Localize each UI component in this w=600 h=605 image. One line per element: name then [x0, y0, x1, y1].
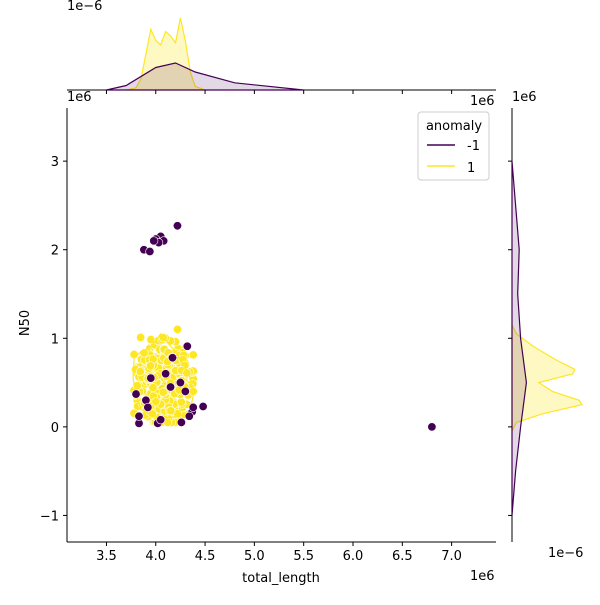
point-normal	[166, 406, 176, 416]
x-axis-offset-text: 1e6	[470, 569, 495, 584]
point-normal	[135, 367, 145, 377]
y-tick-label: 0	[51, 421, 59, 436]
y-axis-label: N50	[18, 310, 33, 336]
point-anomaly	[172, 221, 182, 231]
point-anomaly	[188, 402, 198, 412]
right-marginal-offset-text: 1e6	[512, 90, 537, 105]
point-anomaly	[166, 382, 176, 392]
point-anomaly	[149, 236, 159, 246]
point-anomaly	[180, 386, 190, 396]
point-anomaly	[145, 246, 155, 256]
x-tick-label: 3.5	[96, 549, 117, 564]
point-normal	[176, 397, 186, 407]
top-marginal-x-offset-text: 1e6	[470, 94, 495, 109]
point-normal	[173, 324, 183, 334]
x-tick-label: 6.0	[343, 549, 364, 564]
legend-label-minus1: -1	[467, 139, 480, 154]
top-density-anomaly	[106, 62, 304, 91]
point-anomaly	[168, 353, 178, 363]
x-tick-label: 7.0	[441, 549, 462, 564]
y-axis-offset-text: 1e6	[67, 90, 92, 105]
point-anomaly	[175, 378, 185, 388]
scatter-plot-area	[129, 221, 437, 432]
legend: anomaly -1 1	[417, 111, 490, 181]
point-anomaly	[134, 411, 144, 421]
x-tick-label: 4.5	[195, 549, 216, 564]
point-anomaly	[427, 422, 437, 432]
point-anomaly	[184, 411, 194, 421]
point-normal	[188, 350, 198, 360]
right-density-anomaly	[511, 161, 528, 516]
point-anomaly	[156, 415, 166, 425]
x-tick-label: 4.0	[145, 549, 166, 564]
point-normal	[158, 387, 168, 397]
point-anomaly	[176, 417, 186, 427]
legend-title: anomaly	[426, 119, 482, 134]
point-normal	[136, 332, 146, 342]
point-normal	[151, 397, 161, 407]
x-axis-label: total_length	[242, 571, 320, 586]
right-marginal-x-offset-text: 1e−6	[548, 546, 583, 561]
point-anomaly	[131, 389, 141, 399]
point-normal	[182, 368, 192, 378]
point-anomaly	[143, 402, 153, 412]
point-anomaly	[161, 369, 171, 379]
point-normal	[148, 383, 158, 393]
x-tick-label: 5.5	[293, 549, 314, 564]
point-anomaly	[182, 341, 192, 351]
legend-label-1: 1	[467, 161, 475, 176]
point-anomaly	[146, 373, 156, 383]
y-tick-label: 2	[51, 244, 59, 259]
point-normal	[145, 361, 155, 371]
top-density-normal	[126, 17, 206, 91]
top-marginal-offset-text: 1e−6	[67, 0, 102, 14]
top-marginal-density	[67, 17, 496, 91]
x-tick-label: 5.0	[244, 549, 265, 564]
y-tick-label: 1	[51, 332, 59, 347]
legend-box	[417, 111, 490, 181]
y-tick-label: 3	[51, 155, 59, 170]
y-tick-label: −1	[40, 509, 59, 524]
axes: 3.5 4.0 4.5 5.0 5.5 6.0 6.5 7.0 −1 0 1 2 3	[40, 90, 512, 564]
point-anomaly	[198, 401, 208, 411]
right-marginal-density	[511, 108, 583, 542]
x-tick-label: 6.5	[392, 549, 413, 564]
density-contour-normal	[132, 332, 194, 419]
